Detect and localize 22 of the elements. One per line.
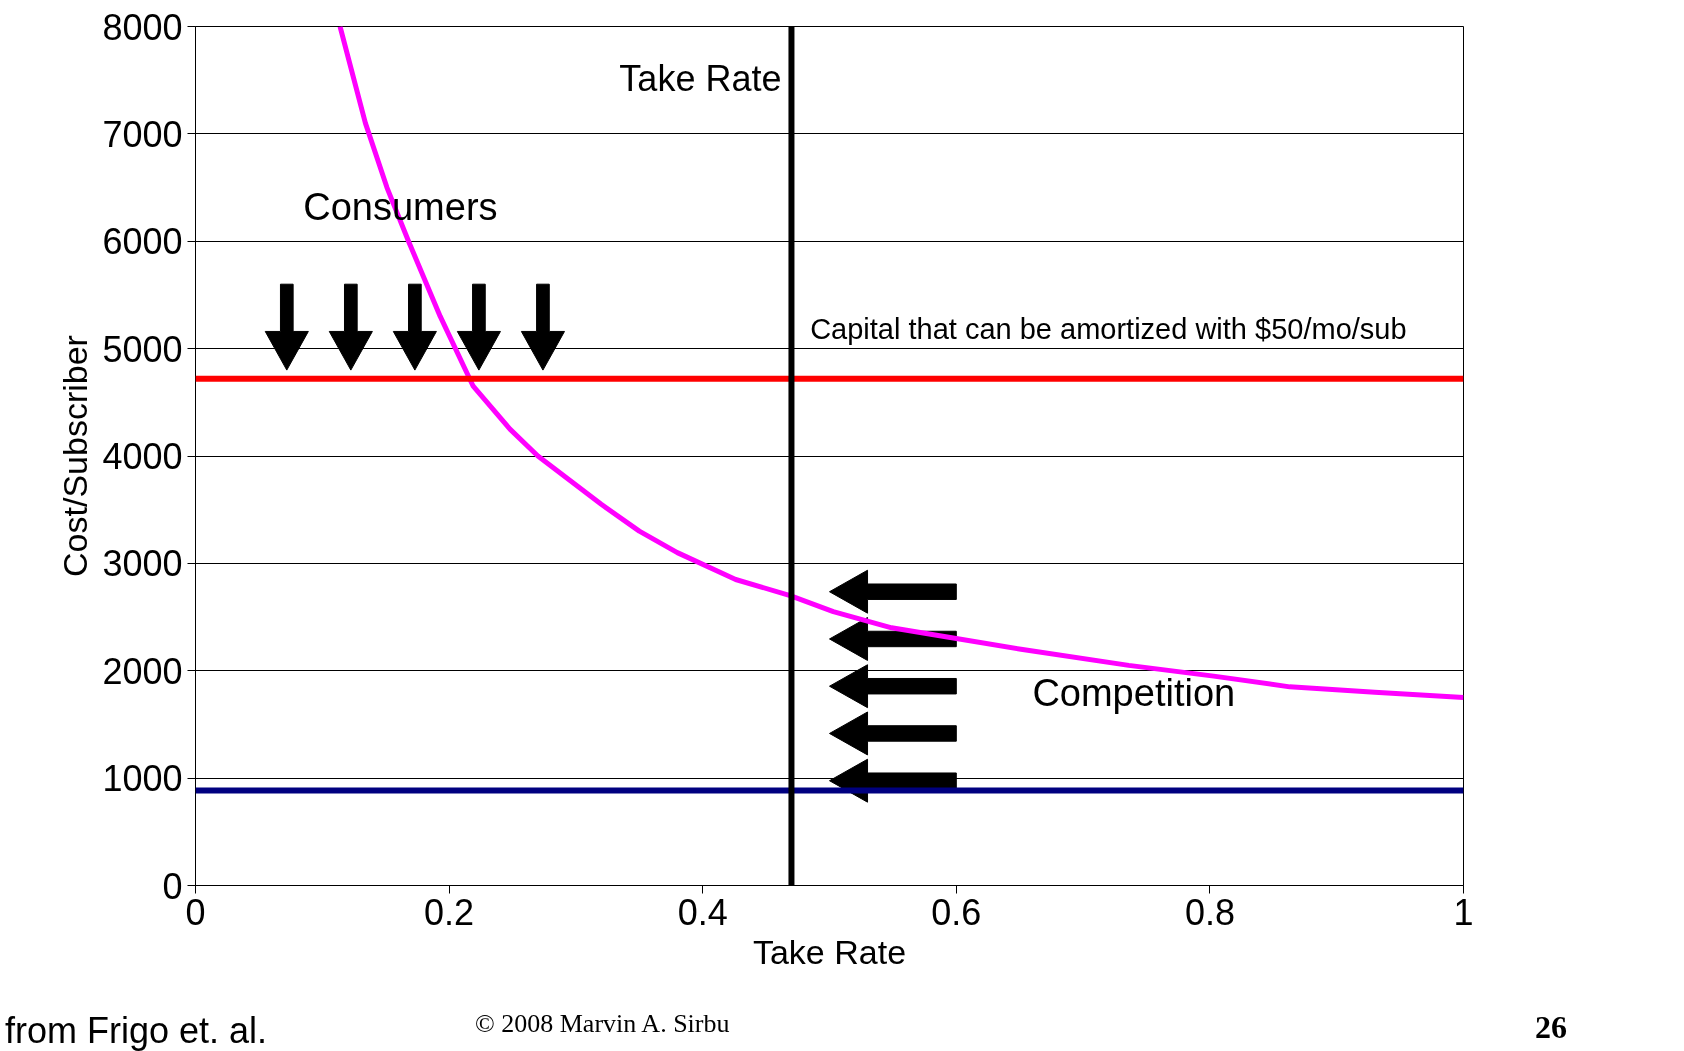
y-tick-label: 4000 xyxy=(102,436,183,477)
ref-line-label: Capital that can be amortized with $50/mo/sub xyxy=(810,312,1407,345)
y-tick-label: 1000 xyxy=(102,758,183,800)
text: © 2008 Marvin A. Sirbu xyxy=(475,1008,730,1040)
x-tick-label: 0.2 xyxy=(424,891,475,933)
ref-line-label: Take Rate xyxy=(619,57,782,99)
y-tick-label: 2000 xyxy=(102,650,183,692)
y-axis-title: Cost/Subscriber xyxy=(56,335,95,577)
y-tick-label: 0 xyxy=(162,865,183,907)
annotation: Competition xyxy=(1032,671,1236,714)
y-tick-label: 7000 xyxy=(102,113,183,155)
y-tick-label: 8000 xyxy=(102,6,183,48)
x-tick-label: 1 xyxy=(1453,891,1474,933)
x-axis-title: Take Rate xyxy=(752,932,907,971)
x-tick-label: 0.4 xyxy=(677,891,728,933)
x-tick-label: 0.8 xyxy=(1184,891,1235,933)
x-tick-label: 0.6 xyxy=(931,891,982,933)
text: 26 xyxy=(1535,1008,1567,1047)
y-tick-label: 3000 xyxy=(102,543,183,585)
y-tick-label: 6000 xyxy=(102,221,183,263)
text: from Frigo et. al. xyxy=(5,1009,268,1051)
y-tick-label: 5000 xyxy=(102,328,183,370)
